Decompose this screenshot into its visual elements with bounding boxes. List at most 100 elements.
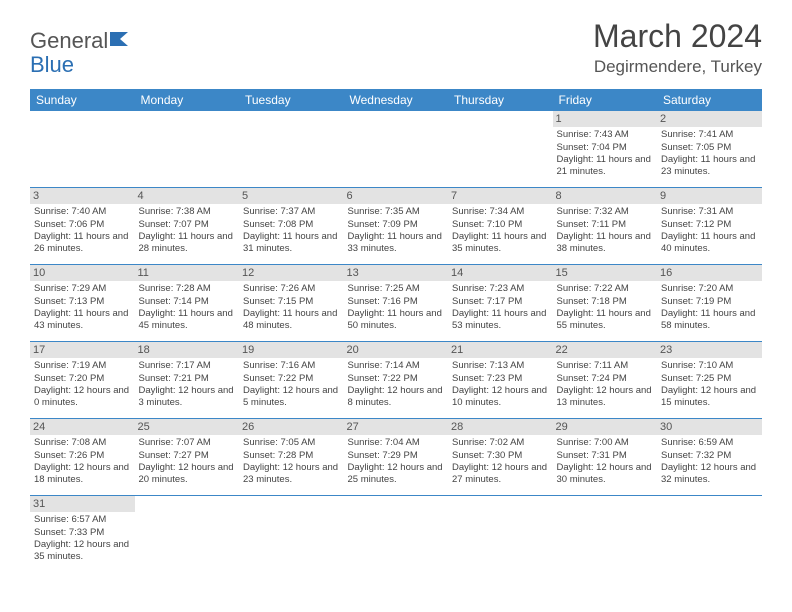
day-number: 28 (448, 419, 553, 435)
day-cell (135, 111, 240, 187)
day-cell: 7Sunrise: 7:34 AMSunset: 7:10 PMDaylight… (448, 188, 553, 264)
daylight: Daylight: 12 hours and 20 minutes. (139, 462, 236, 487)
week-row: 31Sunrise: 6:57 AMSunset: 7:33 PMDayligh… (30, 496, 762, 572)
day-header: Monday (135, 89, 240, 111)
day-number: 8 (553, 188, 658, 204)
sunrise: Sunrise: 7:34 AM (452, 206, 549, 218)
day-cell: 27Sunrise: 7:04 AMSunset: 7:29 PMDayligh… (344, 419, 449, 495)
day-number: 23 (657, 342, 762, 358)
day-number: 1 (553, 111, 658, 127)
sunset: Sunset: 7:05 PM (661, 142, 758, 154)
sunset: Sunset: 7:14 PM (139, 296, 236, 308)
sunset: Sunset: 7:20 PM (34, 373, 131, 385)
title-block: March 2024 Degirmendere, Turkey (593, 18, 762, 77)
daylight: Daylight: 12 hours and 8 minutes. (348, 385, 445, 410)
daylight: Daylight: 12 hours and 23 minutes. (243, 462, 340, 487)
sunrise: Sunrise: 7:26 AM (243, 283, 340, 295)
sunset: Sunset: 7:30 PM (452, 450, 549, 462)
day-cell (239, 496, 344, 572)
daylight: Daylight: 11 hours and 43 minutes. (34, 308, 131, 333)
week-row: 3Sunrise: 7:40 AMSunset: 7:06 PMDaylight… (30, 188, 762, 265)
sunset: Sunset: 7:26 PM (34, 450, 131, 462)
day-cell (448, 111, 553, 187)
sunrise: Sunrise: 7:13 AM (452, 360, 549, 372)
day-number: 20 (344, 342, 449, 358)
sunset: Sunset: 7:13 PM (34, 296, 131, 308)
week-row: 10Sunrise: 7:29 AMSunset: 7:13 PMDayligh… (30, 265, 762, 342)
sunrise: Sunrise: 7:31 AM (661, 206, 758, 218)
sunset: Sunset: 7:33 PM (34, 527, 131, 539)
sunset: Sunset: 7:18 PM (557, 296, 654, 308)
sunrise: Sunrise: 7:40 AM (34, 206, 131, 218)
daylight: Daylight: 11 hours and 38 minutes. (557, 231, 654, 256)
day-number: 5 (239, 188, 344, 204)
day-cell: 24Sunrise: 7:08 AMSunset: 7:26 PMDayligh… (30, 419, 135, 495)
week-row: 1Sunrise: 7:43 AMSunset: 7:04 PMDaylight… (30, 111, 762, 188)
sunrise: Sunrise: 7:20 AM (661, 283, 758, 295)
daylight: Daylight: 11 hours and 45 minutes. (139, 308, 236, 333)
daylight: Daylight: 11 hours and 26 minutes. (34, 231, 131, 256)
day-cell (135, 496, 240, 572)
logo-flag-icon (110, 30, 132, 53)
daylight: Daylight: 12 hours and 30 minutes. (557, 462, 654, 487)
day-number: 15 (553, 265, 658, 281)
sunrise: Sunrise: 7:04 AM (348, 437, 445, 449)
daylight: Daylight: 12 hours and 35 minutes. (34, 539, 131, 564)
day-number: 11 (135, 265, 240, 281)
sunrise: Sunrise: 7:14 AM (348, 360, 445, 372)
day-number: 25 (135, 419, 240, 435)
sunset: Sunset: 7:23 PM (452, 373, 549, 385)
location: Degirmendere, Turkey (593, 57, 762, 77)
day-cell: 20Sunrise: 7:14 AMSunset: 7:22 PMDayligh… (344, 342, 449, 418)
logo-sub: Blue (30, 52, 74, 78)
sunset: Sunset: 7:28 PM (243, 450, 340, 462)
day-cell: 13Sunrise: 7:25 AMSunset: 7:16 PMDayligh… (344, 265, 449, 341)
sunrise: Sunrise: 7:25 AM (348, 283, 445, 295)
sunset: Sunset: 7:21 PM (139, 373, 236, 385)
sunrise: Sunrise: 7:07 AM (139, 437, 236, 449)
day-number: 7 (448, 188, 553, 204)
day-cell: 22Sunrise: 7:11 AMSunset: 7:24 PMDayligh… (553, 342, 658, 418)
sunrise: Sunrise: 6:57 AM (34, 514, 131, 526)
day-number: 30 (657, 419, 762, 435)
day-header: Thursday (448, 89, 553, 111)
day-cell (239, 111, 344, 187)
day-header: Wednesday (344, 89, 449, 111)
day-cell: 1Sunrise: 7:43 AMSunset: 7:04 PMDaylight… (553, 111, 658, 187)
sunset: Sunset: 7:04 PM (557, 142, 654, 154)
daylight: Daylight: 11 hours and 33 minutes. (348, 231, 445, 256)
daylight: Daylight: 12 hours and 27 minutes. (452, 462, 549, 487)
daylight: Daylight: 12 hours and 5 minutes. (243, 385, 340, 410)
day-cell (553, 496, 658, 572)
day-cell (30, 111, 135, 187)
day-cell: 12Sunrise: 7:26 AMSunset: 7:15 PMDayligh… (239, 265, 344, 341)
sunset: Sunset: 7:11 PM (557, 219, 654, 231)
sunrise: Sunrise: 7:08 AM (34, 437, 131, 449)
calendar-header-row: SundayMondayTuesdayWednesdayThursdayFrid… (30, 89, 762, 111)
day-cell: 26Sunrise: 7:05 AMSunset: 7:28 PMDayligh… (239, 419, 344, 495)
sunset: Sunset: 7:29 PM (348, 450, 445, 462)
day-cell: 11Sunrise: 7:28 AMSunset: 7:14 PMDayligh… (135, 265, 240, 341)
sunrise: Sunrise: 7:32 AM (557, 206, 654, 218)
sunset: Sunset: 7:12 PM (661, 219, 758, 231)
sunrise: Sunrise: 6:59 AM (661, 437, 758, 449)
day-header: Tuesday (239, 89, 344, 111)
sunset: Sunset: 7:15 PM (243, 296, 340, 308)
daylight: Daylight: 11 hours and 23 minutes. (661, 154, 758, 179)
daylight: Daylight: 11 hours and 48 minutes. (243, 308, 340, 333)
daylight: Daylight: 12 hours and 10 minutes. (452, 385, 549, 410)
sunrise: Sunrise: 7:19 AM (34, 360, 131, 372)
day-cell: 2Sunrise: 7:41 AMSunset: 7:05 PMDaylight… (657, 111, 762, 187)
sunset: Sunset: 7:25 PM (661, 373, 758, 385)
daylight: Daylight: 12 hours and 13 minutes. (557, 385, 654, 410)
daylight: Daylight: 12 hours and 18 minutes. (34, 462, 131, 487)
day-cell (448, 496, 553, 572)
daylight: Daylight: 11 hours and 28 minutes. (139, 231, 236, 256)
day-number: 2 (657, 111, 762, 127)
sunset: Sunset: 7:10 PM (452, 219, 549, 231)
sunset: Sunset: 7:17 PM (452, 296, 549, 308)
sunrise: Sunrise: 7:17 AM (139, 360, 236, 372)
day-number: 21 (448, 342, 553, 358)
day-number: 6 (344, 188, 449, 204)
sunset: Sunset: 7:22 PM (243, 373, 340, 385)
